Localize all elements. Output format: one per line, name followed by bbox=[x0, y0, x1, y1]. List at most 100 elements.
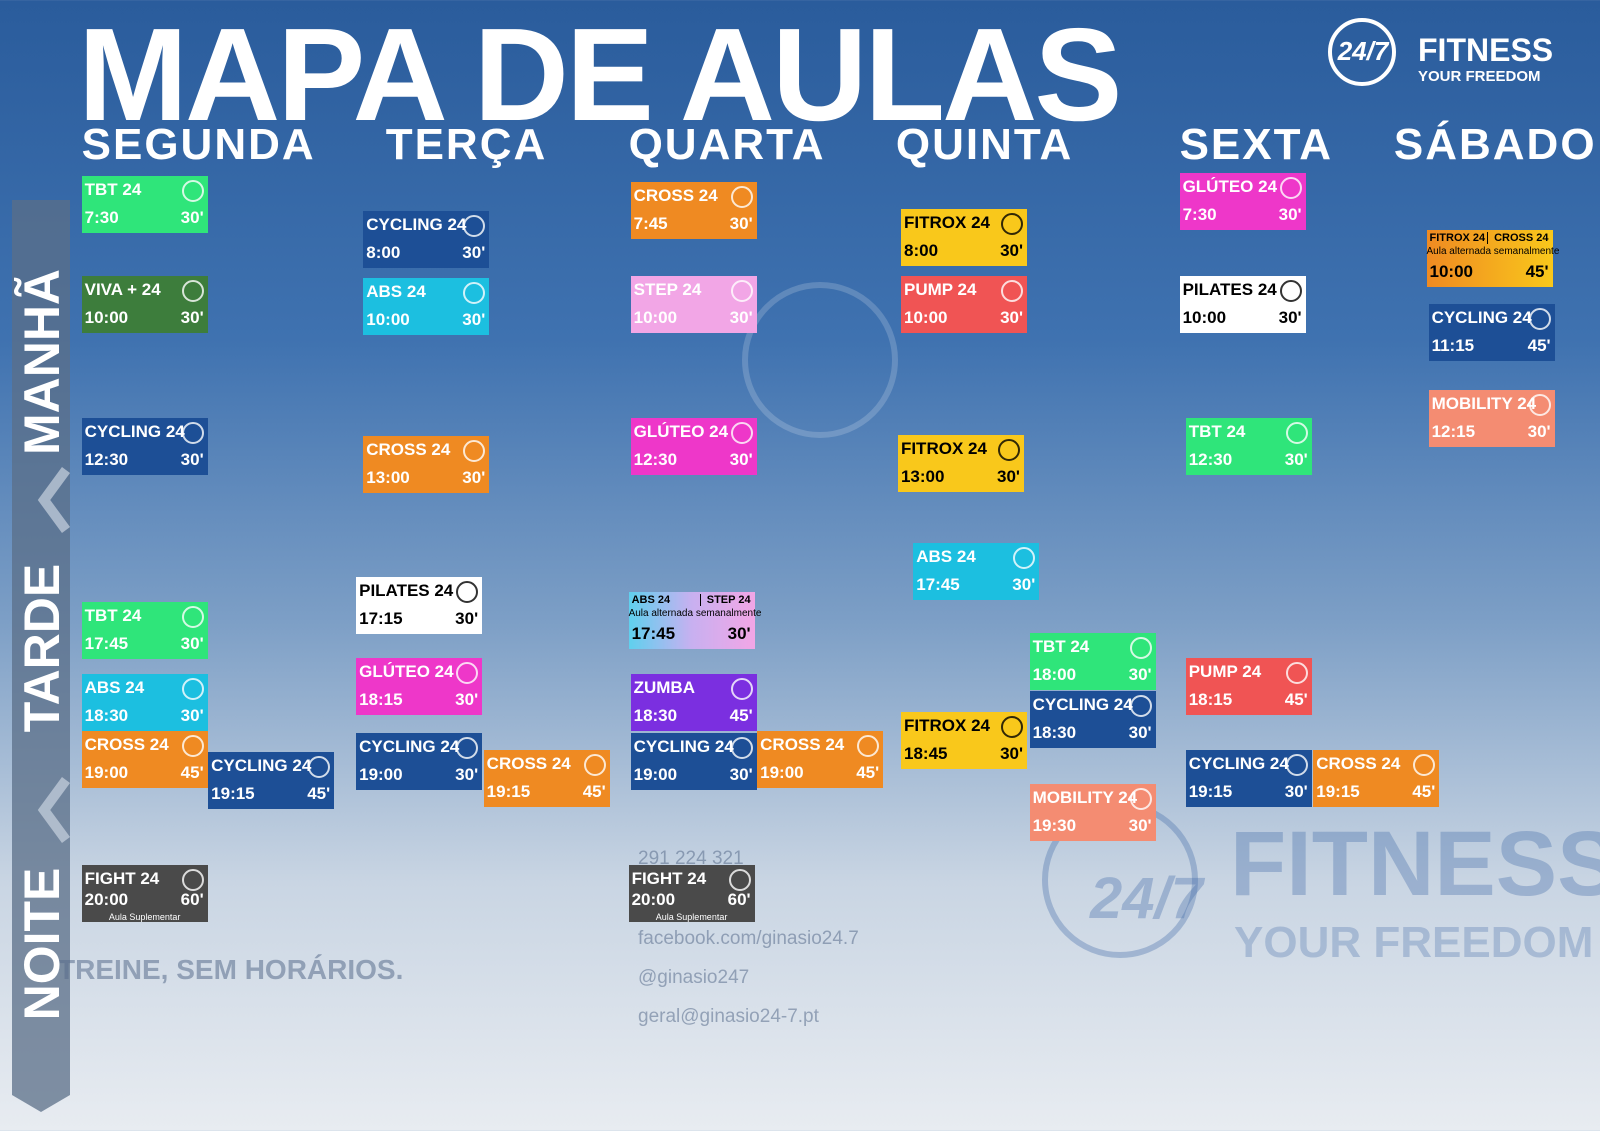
class-name: PILATES 24 bbox=[1182, 279, 1277, 299]
class-icon bbox=[181, 678, 204, 701]
class-name: CYCLING 24 bbox=[1188, 754, 1289, 773]
class-name: GLÚTEO 24 bbox=[633, 422, 729, 442]
day-heading: TERÇA bbox=[385, 120, 548, 170]
class-duration: 45' bbox=[1412, 782, 1436, 801]
class-duration: 45' bbox=[729, 706, 753, 726]
class-icon bbox=[1279, 279, 1302, 302]
class-name: PILATES 24 bbox=[359, 580, 454, 600]
class-card: CYCLING 24 19:00 30' bbox=[356, 732, 483, 790]
class-name: MOBILITY 24 bbox=[1032, 787, 1138, 807]
class-name: CYCLING 24 bbox=[366, 215, 467, 235]
instagram: @ginasio247 bbox=[638, 967, 750, 988]
class-note: Aula Suplementar bbox=[108, 912, 181, 923]
class-duration: 30' bbox=[455, 764, 479, 784]
class-time: 19:15 bbox=[1316, 782, 1360, 801]
class-name: TBT 24 bbox=[1032, 636, 1090, 656]
class-card: FITROX 24 8:00 30' bbox=[901, 209, 1028, 267]
class-duration: 30' bbox=[1284, 450, 1308, 470]
class-time: 7:45 bbox=[633, 213, 668, 233]
class-duration: 30' bbox=[729, 450, 753, 470]
class-name: FIGHT 24 bbox=[84, 869, 160, 889]
class-time: 19:15 bbox=[486, 782, 531, 801]
class-icon bbox=[997, 438, 1020, 461]
class-icon bbox=[1285, 754, 1308, 776]
class-card: CROSS 24 19:15 45' bbox=[1313, 750, 1440, 807]
class-time: 20:00 bbox=[84, 890, 129, 910]
class-duration: 30' bbox=[180, 207, 204, 227]
class-icon bbox=[456, 736, 479, 759]
class-time: 19:00 bbox=[633, 764, 678, 784]
class-time: 17:45 bbox=[631, 623, 676, 643]
class-icon bbox=[181, 734, 204, 757]
class-icon bbox=[181, 869, 204, 892]
class-duration: 60' bbox=[180, 890, 204, 910]
period-label: NOITE bbox=[13, 867, 70, 1021]
class-time: 19:00 bbox=[359, 764, 403, 784]
class-icon bbox=[730, 279, 753, 302]
class-card: GLÚTEO 24 18:15 30' bbox=[356, 658, 483, 716]
facebook: facebook.com/ginasio24.7 bbox=[638, 928, 859, 949]
chevron bbox=[37, 777, 71, 843]
class-time: 12:30 bbox=[84, 450, 129, 470]
class-time: 19:15 bbox=[1188, 782, 1233, 801]
class-icon bbox=[463, 439, 486, 462]
class-time: 19:00 bbox=[760, 762, 804, 782]
period-label: MANHÃ bbox=[13, 269, 70, 456]
class-time: 12:30 bbox=[1188, 450, 1233, 470]
class-card: CROSS 24 7:45 30' bbox=[630, 181, 757, 239]
class-name: GLÚTEO 24 bbox=[1182, 177, 1278, 197]
class-duration: 30' bbox=[455, 608, 479, 628]
class-icon bbox=[1285, 662, 1308, 685]
logo-tagline: YOUR FREEDOM bbox=[1418, 68, 1541, 85]
class-card: MOBILITY 24 12:15 30' bbox=[1428, 389, 1555, 447]
class-duration: 30' bbox=[1527, 421, 1551, 441]
class-card: FITROX 24 18:45 30' bbox=[901, 712, 1028, 770]
class-time: 18:30 bbox=[633, 706, 678, 726]
class-card: CYCLING 24 12:30 30' bbox=[81, 418, 208, 476]
class-icon bbox=[1528, 308, 1551, 331]
class-icon bbox=[463, 215, 486, 238]
class-card: PILATES 24 17:15 30' bbox=[356, 576, 483, 634]
class-card: CYCLING 24 8:00 30' bbox=[363, 211, 490, 269]
class-name: CROSS 24 bbox=[633, 185, 718, 205]
class-card: FIGHT 24 Aula Suplementar 20:00 60' bbox=[81, 865, 208, 923]
class-duration: 45' bbox=[1525, 261, 1549, 281]
class-icon bbox=[583, 754, 606, 776]
class-icon bbox=[1129, 636, 1152, 659]
class-duration: 30' bbox=[180, 307, 204, 327]
class-name: ABS 24 bbox=[916, 546, 976, 566]
class-duration: 45' bbox=[582, 782, 606, 801]
class-time: 8:00 bbox=[904, 241, 939, 261]
class-duration: 30' bbox=[1000, 744, 1024, 764]
class-card: CYCLING 24 19:00 30' bbox=[630, 732, 757, 790]
class-name: CROSS 24 bbox=[760, 734, 845, 754]
class-duration: 30' bbox=[1128, 722, 1152, 742]
class-icon bbox=[857, 734, 880, 757]
period-band bbox=[12, 200, 70, 1112]
class-name: CYCLING 24 bbox=[1431, 308, 1532, 328]
class-name: ABS 24 bbox=[631, 593, 671, 606]
class-time: 18:30 bbox=[84, 706, 129, 726]
class-duration: 30' bbox=[462, 309, 486, 329]
class-card: TBT 24 7:30 30' bbox=[81, 175, 208, 233]
class-card: CYCLING 24 18:30 30' bbox=[1029, 690, 1156, 748]
class-card: CROSS 24 19:15 45' bbox=[483, 750, 610, 807]
class-duration: 30' bbox=[1284, 782, 1308, 801]
period-label: TARDE bbox=[13, 563, 70, 733]
class-card: PUMP 24 18:15 45' bbox=[1185, 658, 1312, 716]
class-icon bbox=[1129, 694, 1152, 717]
class-time: 10:00 bbox=[1182, 307, 1227, 327]
class-time: 17:45 bbox=[916, 574, 960, 594]
class-duration: 45' bbox=[856, 762, 880, 782]
class-name: GLÚTEO 24 bbox=[359, 662, 454, 682]
class-time: 10:00 bbox=[904, 307, 948, 327]
watermark-brand: FITNESS bbox=[1230, 813, 1600, 915]
class-time: 18:00 bbox=[1032, 664, 1077, 684]
class-note: Aula alternada semanalmente bbox=[1426, 245, 1560, 257]
class-icon bbox=[1001, 213, 1024, 236]
class-time: 19:15 bbox=[211, 784, 255, 804]
class-name: TBT 24 bbox=[84, 606, 142, 626]
class-card: CYCLING 24 11:15 45' bbox=[1428, 304, 1555, 362]
class-time: 12:15 bbox=[1431, 421, 1476, 441]
class-name: VIVA + 24 bbox=[84, 279, 161, 299]
